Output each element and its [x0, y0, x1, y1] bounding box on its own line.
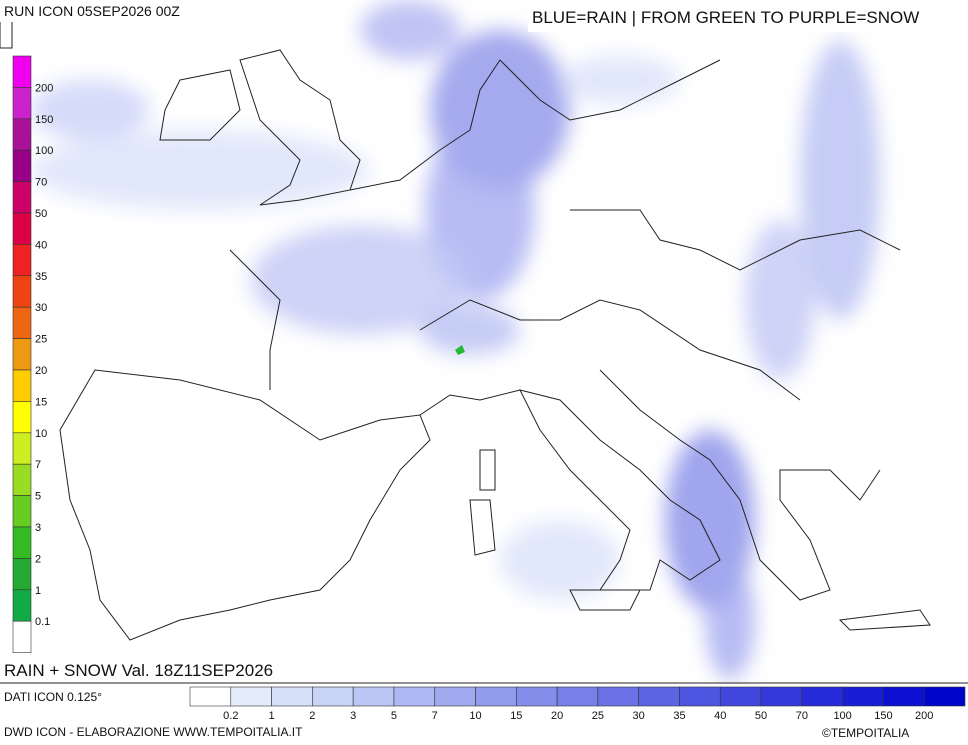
- rain-color-box: [638, 686, 680, 707]
- rain-scale-label: 10: [469, 710, 481, 722]
- rain-scale-label: 7: [432, 710, 438, 722]
- snow-scale-label: 40: [35, 239, 47, 251]
- rain-scale-label: 35: [673, 710, 685, 722]
- rain-color-box: [189, 686, 232, 707]
- snow-color-box: [12, 589, 32, 622]
- snow-color-box: [12, 463, 32, 496]
- snow-scale-label: 150: [35, 114, 53, 126]
- rain-scale-label: 0.2: [223, 710, 238, 722]
- precip-field: [30, 0, 880, 680]
- snow-color-box: [12, 401, 32, 434]
- snow-color-box: [12, 432, 32, 465]
- header-run-bg: [0, 0, 205, 22]
- snow-color-box: [12, 338, 32, 371]
- snow-color-box: [12, 495, 32, 528]
- rain-scale-label: 5: [391, 710, 397, 722]
- rain-color-box: [842, 686, 884, 707]
- rain-color-box: [760, 686, 803, 707]
- rain-color-box: [393, 686, 436, 707]
- rain-color-box: [516, 686, 558, 707]
- snow-color-box: [12, 212, 32, 245]
- rain-color-box: [719, 686, 762, 707]
- data-source: DATI ICON 0.125°: [4, 690, 102, 704]
- snow-color-box: [12, 306, 32, 339]
- snow-scale-label: 10: [35, 428, 47, 440]
- snow-legend: 200 150 100 70 50 40 35 30 25 20 15 10 7 5 3 2 1 0.1: [12, 55, 53, 653]
- rain-scale-label: 100: [833, 710, 851, 722]
- snow-color-box: [12, 275, 32, 308]
- snow-color-box: [12, 244, 32, 277]
- snow-scale-label: 15: [35, 396, 47, 408]
- snow-scale-label: 2: [35, 553, 41, 565]
- rain-scale-label: 50: [755, 710, 767, 722]
- coastlines: [59, 49, 931, 641]
- rain-scale-label: 200: [915, 710, 933, 722]
- snow-scale-label: 70: [35, 177, 47, 189]
- header-note-bg: [528, 2, 968, 32]
- snow-color-box: [12, 620, 32, 653]
- run-label: RUN ICON 05SEP2026 00Z: [4, 3, 180, 19]
- rain-color-box: [923, 686, 966, 707]
- snow-scale-label: 0.1: [35, 616, 50, 628]
- rain-color-box: [883, 686, 925, 707]
- snow-scale-label: 35: [35, 271, 47, 283]
- rain-legend: 0.2 1 2 3 5 7 10 15 20 25 30 35 40 50 70 100 150 200: [189, 686, 966, 722]
- rain-color-box: [434, 686, 476, 707]
- snow-color-box: [12, 149, 32, 182]
- rain-scale-label: 2: [309, 710, 315, 722]
- credit: DWD ICON - ELABORAZIONE WWW.TEMPOITALIA.…: [4, 725, 303, 739]
- snow-scale-label: 100: [35, 145, 53, 157]
- rain-scale-label: 40: [714, 710, 726, 722]
- rain-scale-label: 150: [874, 710, 892, 722]
- snow-scale-label: 7: [35, 459, 41, 471]
- snow-scale-label: 30: [35, 302, 47, 314]
- snow-color-box: [12, 558, 32, 591]
- snow-color-box: [12, 118, 32, 151]
- rain-scale-label: 15: [510, 710, 522, 722]
- snow-color-box: [12, 526, 32, 559]
- rain-scale-label: 1: [269, 710, 275, 722]
- rain-color-box: [475, 686, 517, 707]
- rain-color-box: [556, 686, 599, 707]
- rain-color-box: [352, 686, 395, 707]
- rain-color-box: [312, 686, 354, 707]
- snow-spot: [455, 345, 465, 355]
- snow-color-box: [12, 181, 32, 214]
- snow-scale-label: 20: [35, 365, 47, 377]
- snow-color-box: [12, 87, 32, 120]
- rain-color-box: [679, 686, 721, 707]
- map-title: RAIN + SNOW Val. 18Z11SEP2026: [4, 661, 273, 680]
- rain-scale-label: 3: [350, 710, 356, 722]
- rain-color-box: [271, 686, 313, 707]
- rain-scale-label: 20: [551, 710, 563, 722]
- snow-scale-label: 1: [35, 585, 41, 597]
- snow-color-box: [12, 369, 32, 402]
- rain-scale-label: 30: [633, 710, 645, 722]
- snow-scale-label: 5: [35, 491, 41, 503]
- rain-color-box: [230, 686, 272, 707]
- snow-scale-label: 200: [35, 82, 53, 94]
- legend-note: BLUE=RAIN | FROM GREEN TO PURPLE=SNOW: [532, 8, 919, 27]
- snow-scale-label: 3: [35, 522, 41, 534]
- snow-scale-label: 25: [35, 334, 47, 346]
- rain-color-box: [597, 686, 639, 707]
- rain-color-box: [801, 686, 843, 707]
- title-bg: [0, 658, 320, 683]
- rain-scale-label: 25: [592, 710, 604, 722]
- rain-scale-label: 70: [796, 710, 808, 722]
- copyright: ©TEMPOITALIA: [822, 726, 909, 740]
- snow-color-box: [12, 55, 32, 88]
- snow-scale-label: 50: [35, 208, 47, 220]
